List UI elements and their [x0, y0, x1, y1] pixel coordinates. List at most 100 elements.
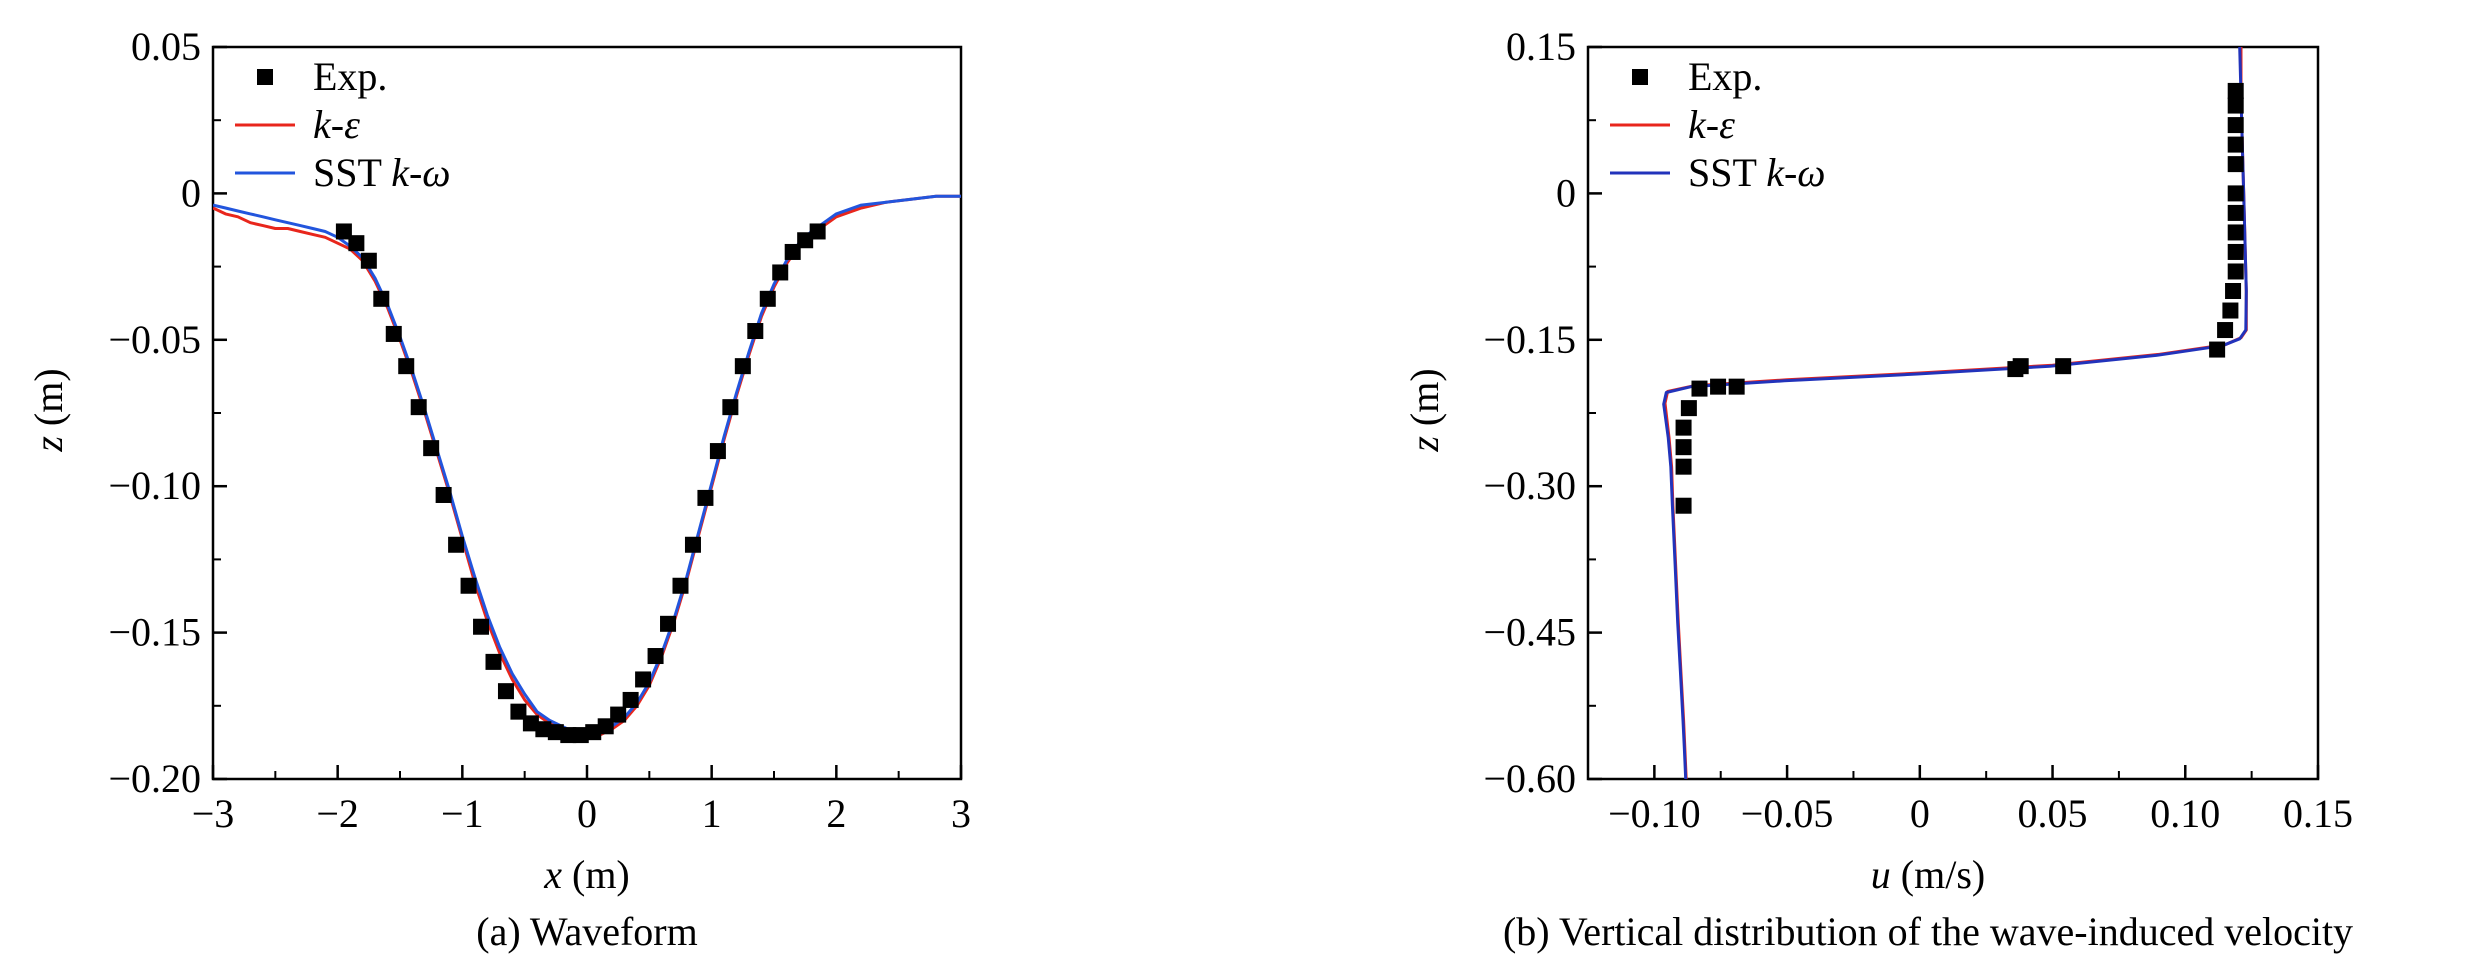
- exp-data-point: [448, 536, 465, 553]
- plot-area-a: [213, 194, 961, 744]
- x-tick-label: 0.15: [2283, 791, 2353, 836]
- exp-data-point: [572, 727, 589, 744]
- exp-data-point: [1675, 497, 1692, 514]
- exp-data-point: [697, 489, 714, 506]
- exp-data-point: [2222, 302, 2239, 319]
- y-tick-label: 0: [181, 170, 201, 215]
- exp-data-point: [635, 671, 652, 688]
- legend-label: SST k-ω: [313, 150, 451, 195]
- exp-data-point: [2227, 82, 2244, 99]
- x-tick-label: −0.10: [1608, 791, 1701, 836]
- legend-marker-exp: [257, 69, 273, 85]
- x-tick-label: 0.05: [2018, 791, 2088, 836]
- panel-waveform: −3 −2 −1 0 1 2 3 0.05 0 −0.05 −0.10 −0.15 −0.20 Exp.…: [26, 24, 971, 954]
- exp-data-point: [2227, 97, 2244, 114]
- x-tick-label: 2: [826, 791, 846, 836]
- y-tick-label: −0.15: [1483, 317, 1576, 362]
- ticks-layer-a: −3 −2 −1 0 1 2 3 0.05 0 −0.05 −0.10 −0.15 −0.20: [108, 24, 971, 836]
- x-tick-label: 0.10: [2150, 791, 2220, 836]
- exp-data-point: [759, 290, 776, 307]
- exp-data-point: [597, 718, 614, 735]
- exp-data-point: [460, 577, 477, 594]
- legend-label: k-ε: [1688, 102, 1735, 147]
- x-tick-label: −2: [316, 791, 359, 836]
- exp-data-point: [1710, 378, 1727, 395]
- exp-data-point: [560, 727, 577, 744]
- y-tick-label: −0.60: [1483, 756, 1576, 801]
- exp-data-point: [2227, 185, 2244, 202]
- exp-data-point: [2227, 204, 2244, 221]
- y-tick-label: 0.05: [131, 24, 201, 69]
- exp-data-point: [722, 399, 739, 416]
- exp-data-point: [522, 715, 539, 732]
- exp-data-point: [535, 721, 552, 738]
- y-tick-label: −0.15: [108, 610, 201, 655]
- y-tick-label: −0.05: [108, 317, 201, 362]
- legend-marker-exp: [1632, 69, 1648, 85]
- exp-data-point: [2055, 358, 2072, 375]
- exp-data-point: [784, 243, 801, 260]
- legend-label: SST k-ω: [1688, 150, 1826, 195]
- caption-b: (b) Vertical distribution of the wave-in…: [1503, 909, 2353, 954]
- exp-data-point: [660, 615, 677, 632]
- plot-area-b: [1662, 47, 2248, 779]
- series-layer-a: [213, 194, 961, 744]
- series-line-sst-k-omega: [1662, 47, 2248, 779]
- panel-velocity: −0.10 −0.05 0 0.05 0.10 0.15 0.15 0 −0.15 −0.30 −0…: [1402, 24, 2353, 954]
- exp-data-point: [2227, 117, 2244, 134]
- exp-data-point: [709, 443, 726, 460]
- exp-data-point: [410, 399, 427, 416]
- exp-data-point: [348, 235, 365, 252]
- x-tick-label: 3: [951, 791, 971, 836]
- y-axis-label-b: z (m): [1402, 368, 1447, 452]
- caption-a: (a) Waveform: [476, 909, 697, 954]
- y-tick-label: 0.15: [1506, 24, 1576, 69]
- exp-data-point: [398, 358, 415, 375]
- exp-data-point: [672, 577, 689, 594]
- exp-data-point: [423, 440, 440, 457]
- x-tick-label: −3: [192, 791, 235, 836]
- exp-data-point: [2227, 243, 2244, 260]
- exp-data-point: [2227, 224, 2244, 241]
- exp-data-point: [435, 486, 452, 503]
- y-tick-label: −0.10: [108, 463, 201, 508]
- legend-label: k-ε: [313, 102, 360, 147]
- exp-data-point: [2209, 341, 2226, 358]
- x-tick-label: −1: [441, 791, 484, 836]
- exp-data-point: [473, 618, 490, 635]
- exp-data-point: [510, 703, 527, 720]
- exp-data-point: [1675, 458, 1692, 475]
- x-tick-label: 1: [702, 791, 722, 836]
- x-axis-label-b: u (m/s): [1871, 852, 1985, 897]
- exp-data-point: [360, 252, 377, 269]
- exp-data-point: [585, 724, 602, 741]
- legend-label: Exp.: [313, 54, 387, 99]
- y-tick-label: −0.30: [1483, 463, 1576, 508]
- exp-data-point: [335, 223, 352, 240]
- exp-data-point: [2217, 322, 2234, 339]
- exp-data-point: [547, 724, 564, 741]
- y-axis-label-a: z (m): [26, 368, 71, 452]
- exp-data-point: [385, 325, 402, 342]
- exp-data-point: [647, 648, 664, 665]
- exp-data-point: [1675, 439, 1692, 456]
- exp-data-point: [684, 536, 701, 553]
- exp-data-point: [797, 232, 814, 249]
- exp-data-point: [2227, 263, 2244, 280]
- exp-data-point: [373, 290, 390, 307]
- exp-data-point: [1675, 419, 1692, 436]
- x-axis-label-a: x (m): [543, 852, 630, 897]
- exp-data-point: [497, 683, 514, 700]
- exp-data-point: [2227, 156, 2244, 173]
- series-layer-b: [1662, 47, 2248, 779]
- exp-data-point: [485, 653, 502, 670]
- exp-data-point: [734, 358, 751, 375]
- exp-data-point: [772, 264, 789, 281]
- exp-data-point: [2225, 283, 2242, 299]
- x-tick-label: 0: [1910, 791, 1930, 836]
- exp-data-point: [622, 691, 639, 708]
